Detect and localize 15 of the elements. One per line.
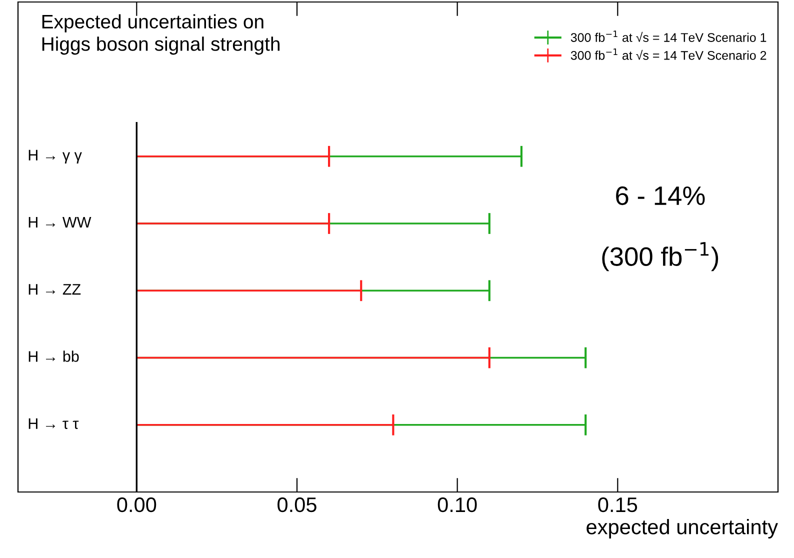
x-tick-label: 0.05 [278,497,316,512]
y-tick-label: H → WW [28,216,92,228]
y-tick-label: H → γ γ [28,150,82,164]
annotation: 6 - 14% [616,186,705,206]
legend-label: 300 fb$^{−1}$ at √s = 14 TeV Scenario 2 [570,48,766,60]
y-tick-label: H → bb [28,350,79,362]
x-axis-title: expected uncertainty [586,519,778,538]
y-tick-label: H → τ τ [28,418,79,429]
legend-label: 300 fb$^{−1}$ at √s = 14 TeV Scenario 1 [570,30,766,42]
chart-title: Expected uncertainties on Higgs boson signal strength [42,14,280,55]
annotation: (300 fb$^{−1}$) [602,242,718,272]
y-tick-label: H → ZZ [28,284,81,295]
x-tick-label: 0.10 [438,497,477,512]
x-tick-label: 0.00 [117,497,156,512]
x-tick-label: 0.15 [598,497,638,512]
